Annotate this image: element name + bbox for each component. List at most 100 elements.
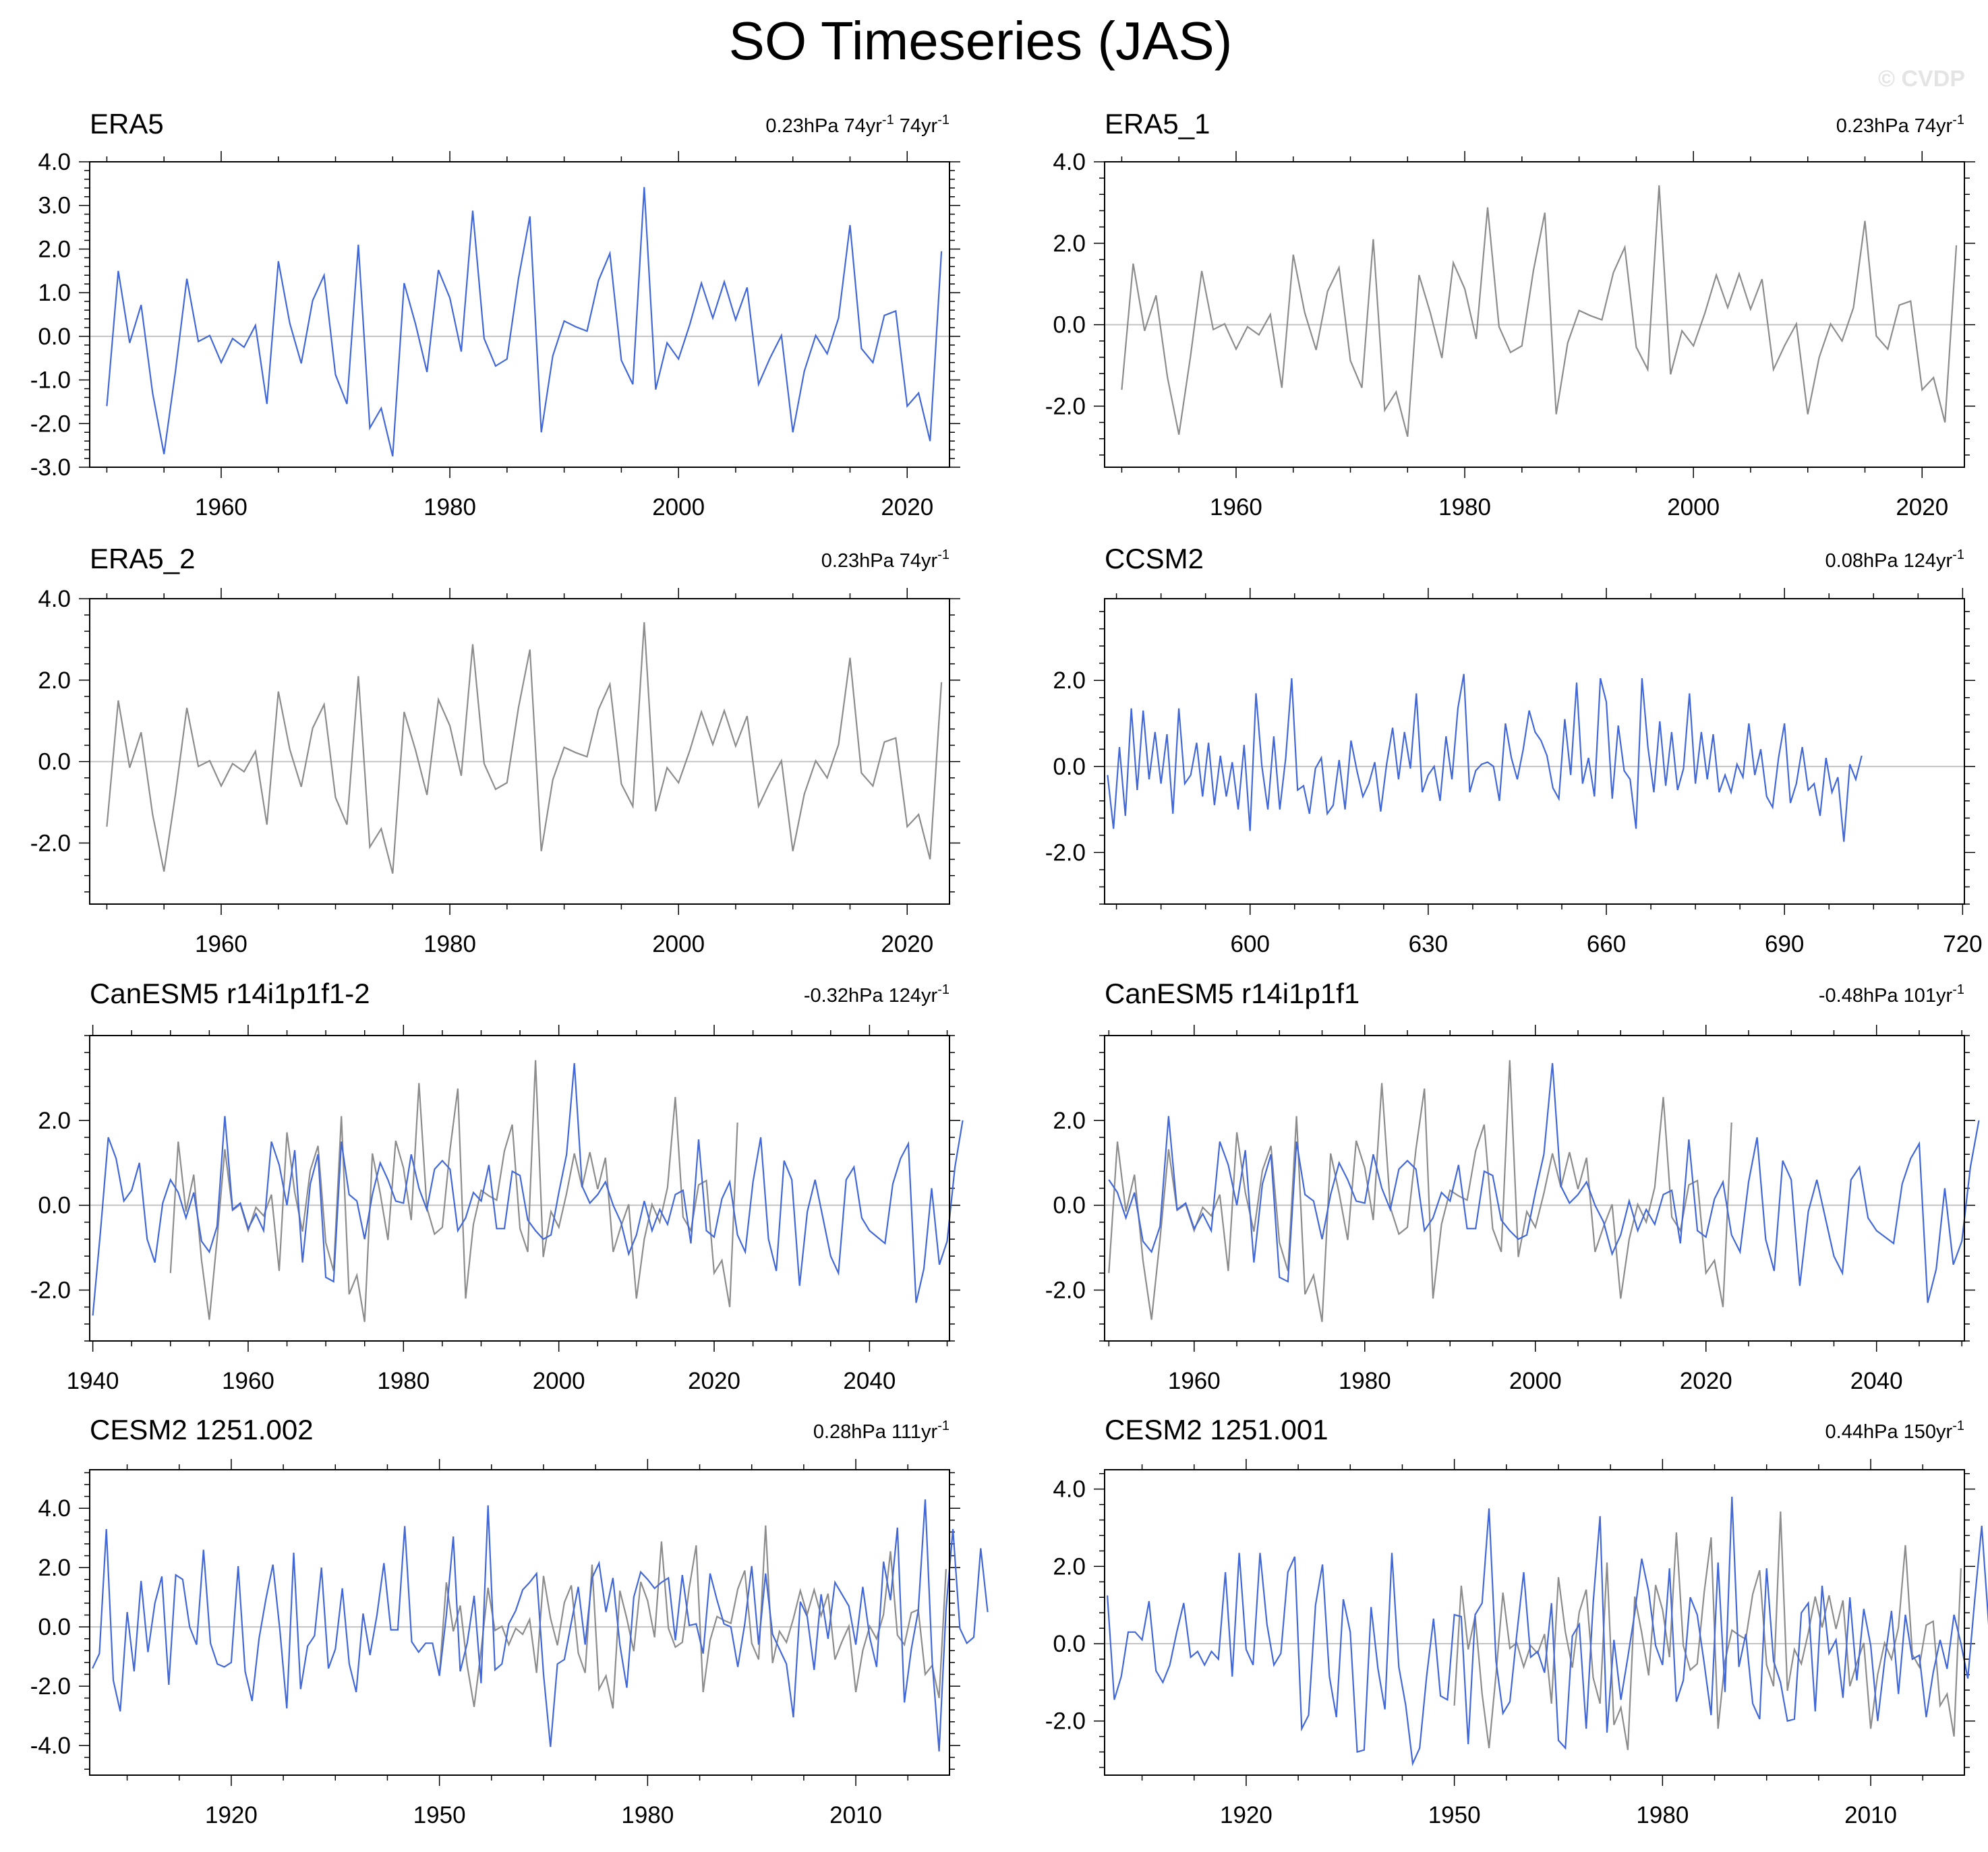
plot-frame	[1104, 598, 1965, 905]
panel-canesm5-r14i1p1f1-2: CanESM5 r14i1p1f1-2 -0.32hPa 124yr-1 -2.0 0…	[30, 978, 964, 1394]
plot-frame	[1104, 161, 1965, 468]
panel-era5-2: ERA5_2 0.23hPa 74yr-1 -2.0 0.0 2.0 4.0 1960 198…	[30, 543, 960, 957]
y-tick-label: 2.0	[38, 236, 71, 262]
y-tick-label: 4.0	[38, 1495, 71, 1522]
panel-stat: 0.23hPa 74yr-1	[1836, 113, 1964, 137]
panel-stat: 0.08hPa 124yr-1	[1825, 547, 1964, 572]
panel-grid: ERA5 0.23hPa 74yr-1 74yr-1 -3.0 -2.0 -1.0 0.0…	[30, 108, 1988, 1828]
x-tick-label: 1980	[423, 494, 476, 520]
y-tick-label: -2.0	[1045, 839, 1086, 866]
y-tick-label: 2.0	[1053, 1108, 1086, 1134]
y-tick-label: 0.0	[38, 749, 71, 775]
panel-title: ERA5_2	[90, 543, 195, 574]
x-tick-label: 1920	[1220, 1802, 1273, 1828]
panel-title: ERA5_1	[1105, 108, 1210, 140]
panel-era5-1: ERA5_1 0.23hPa 74yr-1 -2.0 0.0 2.0 4.0 1960 198…	[1045, 108, 1975, 520]
plot-frame	[89, 598, 950, 905]
x-tick-label: 2020	[1680, 1368, 1732, 1394]
y-tick-label: -2.0	[30, 830, 71, 856]
x-tick-label: 2000	[533, 1368, 585, 1394]
x-tick-label: 630	[1409, 931, 1448, 957]
x-tick-label: 1960	[1168, 1368, 1221, 1394]
y-tick-label: -4.0	[30, 1733, 71, 1759]
x-tick-label: 2020	[881, 931, 933, 957]
page-title: SO Timeseries (JAS)	[729, 11, 1233, 71]
y-tick-label: -2.0	[1045, 1278, 1086, 1304]
x-tick-label: 1980	[423, 931, 476, 957]
x-tick-label: 720	[1943, 931, 1982, 957]
panel-stat: -0.48hPa 101yr-1	[1819, 982, 1964, 1007]
panel-era5: ERA5 0.23hPa 74yr-1 74yr-1 -3.0 -2.0 -1.0 0.0…	[30, 108, 960, 520]
x-tick-label: 2020	[881, 494, 933, 520]
y-tick-label: 0.0	[38, 1193, 71, 1219]
y-tick-label: 2.0	[38, 1555, 71, 1581]
series-line-era5-obs	[169, 1060, 738, 1322]
panel-stat: 0.23hPa 74yr-1 74yr-1	[765, 113, 949, 137]
y-tick-label: 0.0	[38, 1614, 71, 1640]
series-line-cesm2-1251-002-model	[92, 1499, 989, 1752]
x-tick-label: 600	[1231, 931, 1270, 957]
y-tick-label: 2.0	[1053, 231, 1086, 257]
y-tick-label: 0.0	[1053, 312, 1086, 338]
series-line-era5-obs	[1108, 1060, 1732, 1322]
y-tick-label: -3.0	[30, 454, 71, 481]
x-tick-label: 1980	[1438, 494, 1491, 520]
panel-title: ERA5	[90, 108, 164, 140]
plot-frame	[89, 1469, 950, 1776]
panel-canesm5-r14i1p1f1: CanESM5 r14i1p1f1 -0.48hPa 101yr-1 -2.0 0.0…	[1045, 978, 1980, 1394]
x-tick-label: 1940	[67, 1368, 119, 1394]
x-tick-label: 2010	[829, 1802, 882, 1828]
x-tick-label: 2000	[652, 494, 705, 520]
panel-cesm2-1251-001: CESM2 1251.001 0.44hPa 150yr-1 -2.0 0.0 2.0 4…	[1045, 1414, 1988, 1828]
series-line-canesm5-r14i1p1f1-model	[1108, 1063, 1980, 1303]
x-tick-label: 2020	[1896, 494, 1948, 520]
series-line-era5-obs	[1453, 1511, 1962, 1750]
x-tick-label: 1960	[195, 494, 247, 520]
y-tick-label: 3.0	[38, 193, 71, 219]
plot-frame	[1104, 1469, 1965, 1776]
y-tick-label: 4.0	[38, 586, 71, 612]
y-tick-label: 4.0	[1053, 149, 1086, 175]
y-tick-label: 2.0	[1053, 667, 1086, 694]
series-line-era5-1-obs	[1121, 185, 1958, 437]
panel-stat: -0.32hPa 124yr-1	[804, 982, 949, 1007]
y-tick-label: 1.0	[38, 280, 71, 306]
series-line-cesm2-1251-001-model	[1107, 1497, 1988, 1766]
x-tick-label: 1980	[621, 1802, 674, 1828]
y-tick-label: 0.0	[1053, 1193, 1086, 1219]
plot-frame	[1104, 1035, 1965, 1342]
x-tick-label: 1980	[1636, 1802, 1689, 1828]
y-tick-label: 0.0	[1053, 1631, 1086, 1657]
x-tick-label: 2000	[1509, 1368, 1562, 1394]
y-tick-label: -2.0	[1045, 393, 1086, 419]
y-tick-label: -1.0	[30, 367, 71, 394]
panel-stat: 0.44hPa 150yr-1	[1825, 1418, 1964, 1443]
x-tick-label: 2040	[1850, 1368, 1903, 1394]
x-tick-label: 1950	[413, 1802, 466, 1828]
x-tick-label: 1960	[222, 1368, 274, 1394]
panel-title: CCSM2	[1105, 543, 1204, 574]
series-line-canesm5-r14i1p1f1-model	[92, 1063, 964, 1316]
x-tick-label: 1920	[205, 1802, 258, 1828]
y-tick-label: 0.0	[38, 324, 71, 350]
panel-title: CESM2 1251.002	[90, 1414, 314, 1445]
y-tick-label: 2.0	[38, 1108, 71, 1134]
x-tick-label: 660	[1587, 931, 1626, 957]
series-line-era5-obs	[438, 1525, 947, 1709]
series-line-era5-2-obs	[106, 622, 943, 874]
y-tick-label: 2.0	[1053, 1553, 1086, 1580]
y-tick-label: -2.0	[1045, 1708, 1086, 1735]
panel-ccsm2: CCSM2 0.08hPa 124yr-1 -2.0 0.0 2.0 600 630 660 6…	[1045, 543, 1983, 957]
x-tick-label: 1960	[195, 931, 247, 957]
series-line-era5-model	[106, 187, 943, 457]
plot-frame	[89, 1035, 950, 1342]
x-tick-label: 1950	[1428, 1802, 1481, 1828]
y-tick-label: -2.0	[30, 1673, 71, 1700]
x-tick-label: 2020	[688, 1368, 740, 1394]
y-tick-label: 4.0	[38, 149, 71, 175]
x-tick-label: 2000	[652, 931, 705, 957]
panel-title: CanESM5 r14i1p1f1-2	[90, 978, 370, 1009]
plot-frame	[89, 161, 950, 468]
y-tick-label: -2.0	[30, 1278, 71, 1304]
